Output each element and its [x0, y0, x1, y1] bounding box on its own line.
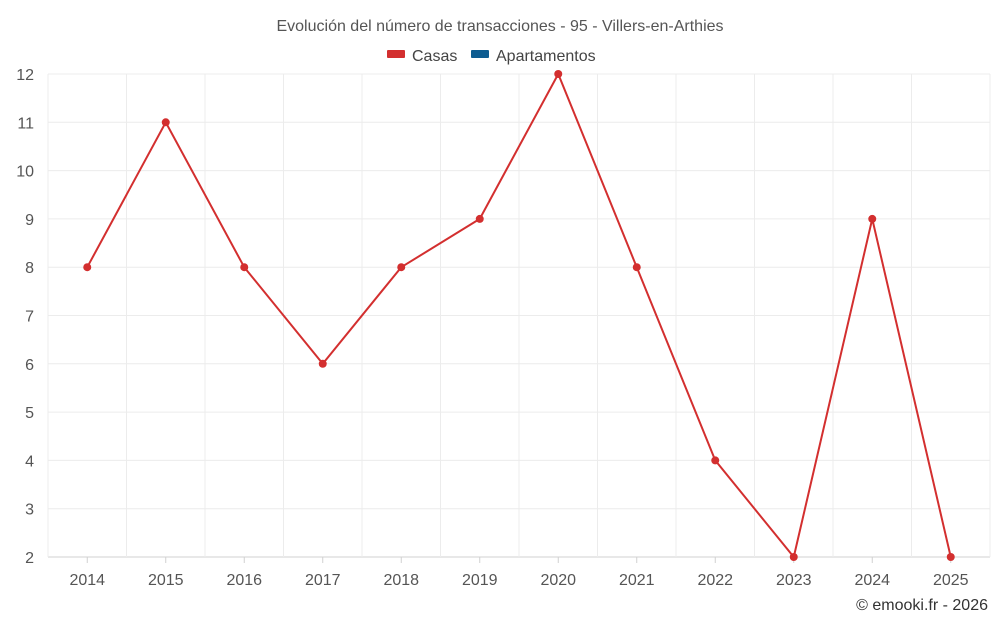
y-tick-label: 4 [25, 453, 34, 470]
data-point-casas[interactable]: 2018: 8 [397, 263, 406, 272]
legend-item-apartamentos[interactable]: Apartamentos [471, 48, 596, 65]
y-tick-label: 2 [25, 550, 34, 567]
y-tick-label: 8 [25, 260, 34, 277]
legend-swatch-apartamentos [471, 50, 489, 58]
x-tick-label: 2025 [933, 572, 969, 589]
legend-label-casas: Casas [412, 48, 457, 65]
data-point-casas[interactable]: 2025: 2 [946, 553, 955, 561]
y-tick-label: 5 [25, 405, 34, 422]
y-tick-label: 7 [25, 309, 34, 326]
y-tick-label: 9 [25, 212, 34, 229]
x-tick-label: 2022 [697, 572, 733, 589]
grid [47, 73, 991, 558]
x-tick-label: 2015 [148, 572, 184, 589]
legend-label-apartamentos: Apartamentos [496, 48, 596, 65]
x-tick-label: 2020 [540, 572, 576, 589]
data-point-casas[interactable]: 2014: 8 [83, 263, 92, 272]
chart-title: Evolución del número de transacciones - … [276, 18, 723, 35]
x-axis: 2014 2015 2016 2017 2018 2019 2020 2021 2022 2023… [69, 557, 969, 589]
series-line-casas [86, 73, 952, 558]
data-point-casas[interactable]: 2022: 4 [711, 456, 720, 465]
data-point-casas[interactable]: 2020: 12 [554, 70, 563, 78]
y-tick-label: 11 [17, 115, 34, 132]
y-tick-label: 10 [16, 164, 34, 181]
legend-swatch-casas [387, 50, 405, 58]
x-tick-label: 2014 [69, 572, 105, 589]
x-tick-label: 2017 [305, 572, 341, 589]
y-tick-label: 6 [25, 357, 34, 374]
data-point-casas[interactable]: 2024: 9 [868, 214, 877, 223]
x-tick-label: 2024 [854, 572, 890, 589]
x-tick-label: 2021 [619, 572, 655, 589]
y-tick-label: 12 [16, 67, 34, 84]
data-point-casas[interactable]: 2016: 8 [240, 263, 249, 272]
y-axis: 2 3 4 5 6 7 8 9 10 11 12 [16, 67, 34, 567]
legend: Casas Apartamentos [387, 48, 596, 65]
data-point-casas[interactable]: 2015: 11 [161, 118, 170, 127]
x-tick-label: 2018 [383, 572, 419, 589]
data-point-casas[interactable]: 2017: 6 [318, 359, 327, 368]
x-tick-label: 2023 [776, 572, 812, 589]
credit-text: © emooki.fr - 2026 [856, 597, 988, 614]
x-tick-label: 2016 [226, 572, 262, 589]
legend-item-casas[interactable]: Casas [387, 48, 457, 65]
data-point-casas[interactable]: 2021: 8 [632, 263, 641, 272]
series-casas: 2014: 8 2015: 11 2016: 8 2017: 6 2018: 8 2019… [83, 70, 955, 561]
x-tick-label: 2019 [462, 572, 498, 589]
data-point-casas[interactable]: 2019: 9 [475, 214, 484, 223]
y-tick-label: 3 [25, 502, 34, 519]
data-point-casas[interactable]: 2023: 2 [789, 553, 798, 561]
